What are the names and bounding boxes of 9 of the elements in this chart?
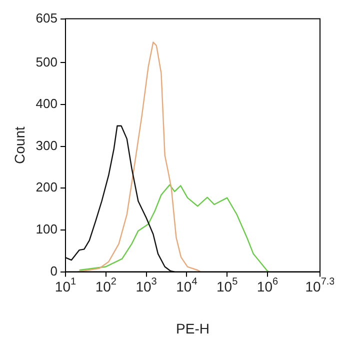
y-tick-label: 300 [36,138,58,153]
y-tick-label: 200 [36,180,58,195]
y-tick-label: 100 [36,222,58,237]
y-tick-label: 400 [36,96,58,112]
y-tick-label: 500 [36,54,58,70]
y-tick-label: 0 [50,263,58,278]
x-axis-title: PE-H [176,320,210,336]
y-tick-label: 605 [36,10,58,26]
y-axis-title: Count [11,126,28,164]
